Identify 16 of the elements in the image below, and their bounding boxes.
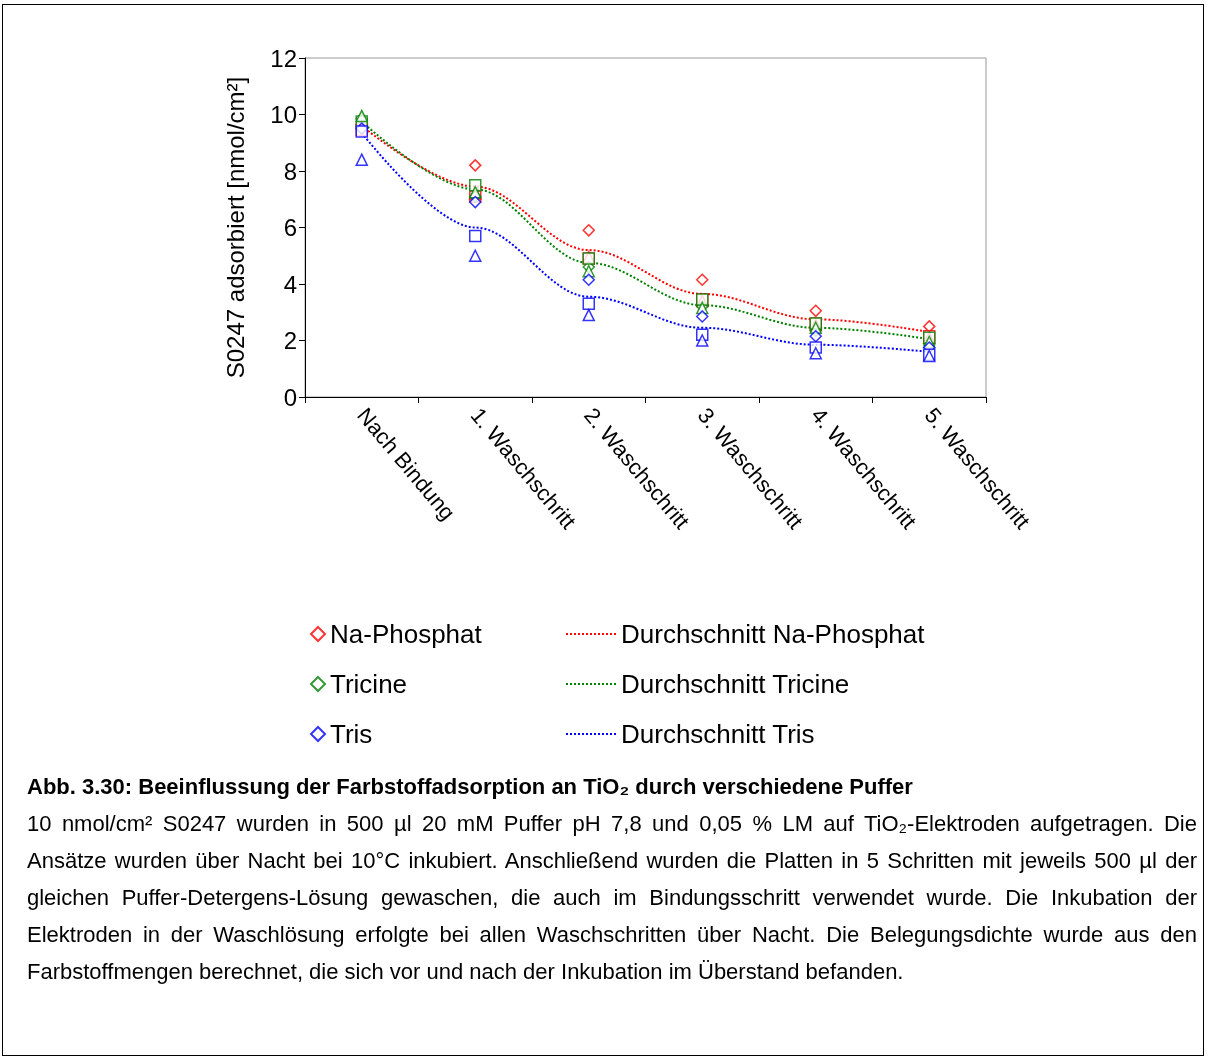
y-tick-label: 8 [283, 157, 297, 185]
text: 10 nmol/cm² S0247 wurden in 500 µl 20 mM Puffer pH 7,8 und 0,05 % LM auf TiO₂-Elektroden aufgetragen. Die Ansätze wurden über Nacht bei 10°C inkubiert. Anschließend wurden die Platten in 5 Schritten mit jeweils 500 µl der gleichen Puffer-Detergens-Lösung gewaschen, die auch im Bindungsschritt verwendet wurde. Die Inkubation der Elektroden in der Waschlösung erfolgte bei allen Waschschritten über Nacht. Die Belegungsdichte wurde aus den Farbstoffmengen berechnet, die sich vor und nach der Inkubation im Überstand befanden. [27, 810, 1197, 986]
y-tick-label: 12 [270, 44, 297, 72]
legend-label: Durchschnitt Na-Phosphat [621, 619, 926, 649]
text: Abb. 3.30: Beeinflussung der Farbstoffadsorption an TiO₂ durch verschiedene Puffer [27, 773, 914, 801]
y-tick-label: 0 [283, 383, 297, 411]
legend-label: Durchschnitt Tris [621, 719, 815, 749]
legend-label: Tricine [330, 669, 408, 699]
y-tick-label: 2 [283, 327, 297, 354]
legend-label: Durchschnitt Tricine [621, 669, 850, 699]
legend-label: Tris [330, 719, 373, 749]
y-axis-title: S0247 adsorbiert [nmol/cm²] [221, 76, 249, 379]
legend-label: Na-Phosphat [330, 619, 483, 649]
y-tick-label: 10 [270, 101, 297, 128]
y-tick-label: 4 [283, 270, 297, 298]
y-tick-label: 6 [283, 214, 297, 241]
